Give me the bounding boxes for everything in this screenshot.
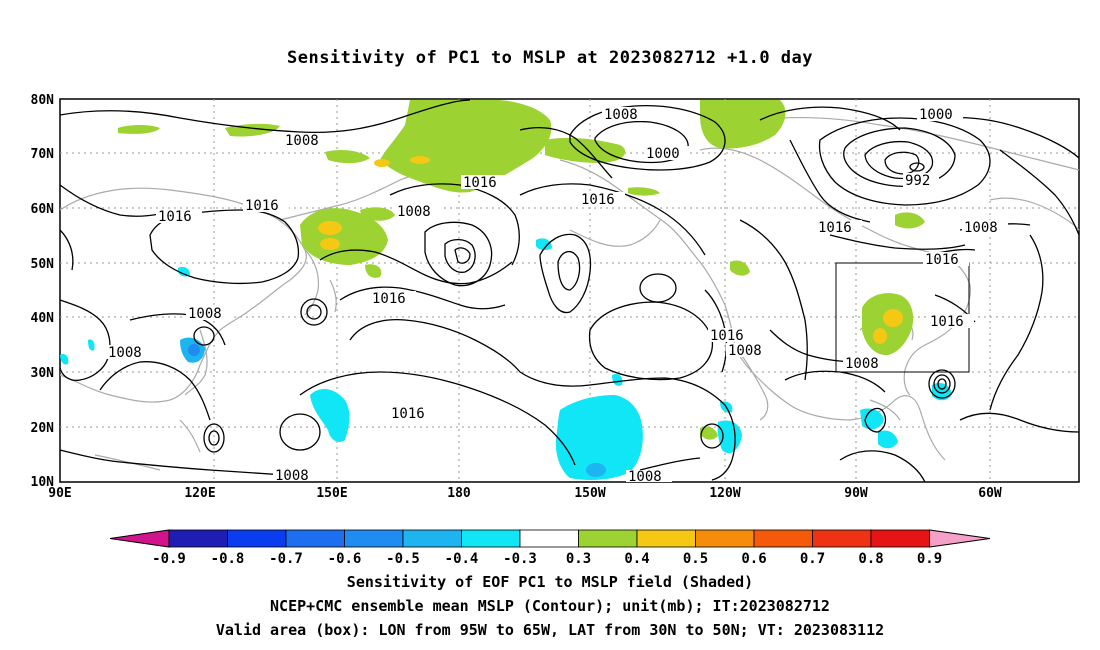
y-tick-label: 10N (31, 475, 55, 490)
colorbar-label: -0.5 (386, 551, 420, 567)
contour-label: 1016 (925, 252, 959, 268)
colorbar-label: 0.9 (917, 551, 942, 567)
colorbar-swatch (812, 529, 872, 548)
colorbar-swatch (753, 529, 813, 548)
x-tick-label: 120W (709, 486, 740, 501)
contour-label: 1016 (158, 209, 192, 225)
colorbar-label: -0.6 (328, 551, 362, 567)
colorbar-over-triangle (929, 529, 991, 548)
contour-label: 1008 (628, 469, 662, 485)
colorbar-swatch (578, 529, 638, 548)
colorbar-label: 0.4 (624, 551, 649, 567)
colorbar-swatch (344, 529, 404, 548)
colorbar-swatch (695, 529, 755, 548)
colorbar-under-triangle (109, 529, 170, 548)
colorbar-label: -0.4 (445, 551, 479, 567)
colorbar-label: 0.5 (683, 551, 708, 567)
colorbar-swatch (636, 529, 696, 548)
contour-label: 1016 (818, 220, 852, 236)
map-title: Sensitivity of PC1 to MSLP at 2023082712… (286, 48, 813, 68)
colorbar-label: 0.3 (566, 551, 591, 567)
colorbar-label: -0.9 (152, 551, 186, 567)
contour-label: 1016 (245, 198, 279, 214)
y-tick-label: 70N (31, 147, 55, 162)
y-tick-label: 30N (31, 366, 55, 381)
x-tick-label: 90E (48, 486, 71, 501)
x-tick-label: 60W (978, 486, 1002, 501)
y-tick-label: 60N (31, 202, 55, 217)
contour-label: 1008 (397, 204, 431, 220)
contour-label: 1016 (930, 314, 964, 330)
contour-label: 1000 (646, 146, 680, 162)
coastlines (59, 116, 1080, 471)
mslp-contours (59, 99, 1080, 483)
x-tick-label: 120E (184, 486, 215, 501)
caption-line-2: NCEP+CMC ensemble mean MSLP (Contour); u… (270, 597, 830, 615)
contour-label: 1008 (728, 343, 762, 359)
contour-label: 1008 (188, 306, 222, 322)
colorbar-swatch (461, 529, 521, 548)
x-tick-label: 150W (574, 486, 605, 501)
contour-label: 1008 (845, 356, 879, 372)
colorbar-label: -0.8 (211, 551, 245, 567)
colorbar-label: -0.3 (503, 551, 537, 567)
contour-label: 1016 (581, 192, 615, 208)
contour-labels: 1008 1016 1016 1008 1016 1008 1000 1016 … (106, 107, 1008, 485)
colorbar-label: 0.6 (741, 551, 766, 567)
colorbar-label: 0.7 (800, 551, 825, 567)
colorbar-swatch (285, 529, 345, 548)
contour-label: 1008 (604, 107, 638, 123)
caption-line-1: Sensitivity of EOF PC1 to MSLP field (Sh… (346, 573, 754, 591)
contour-label: 1016 (372, 291, 406, 307)
x-tick-label: 90W (844, 486, 868, 501)
colorbar-label: 0.8 (858, 551, 883, 567)
colorbar-swatch (168, 529, 228, 548)
x-tick-label: 180 (447, 486, 471, 501)
colorbar-swatch (519, 529, 579, 548)
contour-label: 1000 (919, 107, 953, 123)
colorbar: -0.9 -0.8 -0.7 -0.6 -0.5 -0.4 -0.3 0.3 0.4 0.5 0.6… (109, 529, 991, 567)
y-tick-label: 20N (31, 421, 55, 436)
x-axis-labels: 90E 120E 150E 180 150W 120W 90W 60W (48, 486, 1002, 501)
y-tick-label: 40N (31, 311, 55, 326)
colorbar-swatch (402, 529, 462, 548)
contour-label: 1008 (285, 133, 319, 149)
contour-label: 1008 (964, 220, 998, 236)
x-tick-label: 150E (316, 486, 347, 501)
contour-label: 1016 (391, 406, 425, 422)
caption-line-3: Valid area (box): LON from 95W to 65W, L… (215, 621, 885, 639)
colorbar-label: -0.7 (269, 551, 303, 567)
y-tick-label: 50N (31, 257, 55, 272)
contour-label: 1008 (275, 468, 309, 484)
colorbar-swatch (227, 529, 287, 548)
contour-label: 992 (905, 173, 930, 189)
y-axis-labels: 80N 70N 60N 50N 40N 30N 20N 10N (31, 93, 55, 490)
contour-label: 1008 (108, 345, 142, 361)
contour-label: 1016 (710, 328, 744, 344)
y-tick-label: 80N (31, 93, 55, 108)
colorbar-swatch (870, 529, 930, 548)
contour-label: 1016 (463, 175, 497, 191)
